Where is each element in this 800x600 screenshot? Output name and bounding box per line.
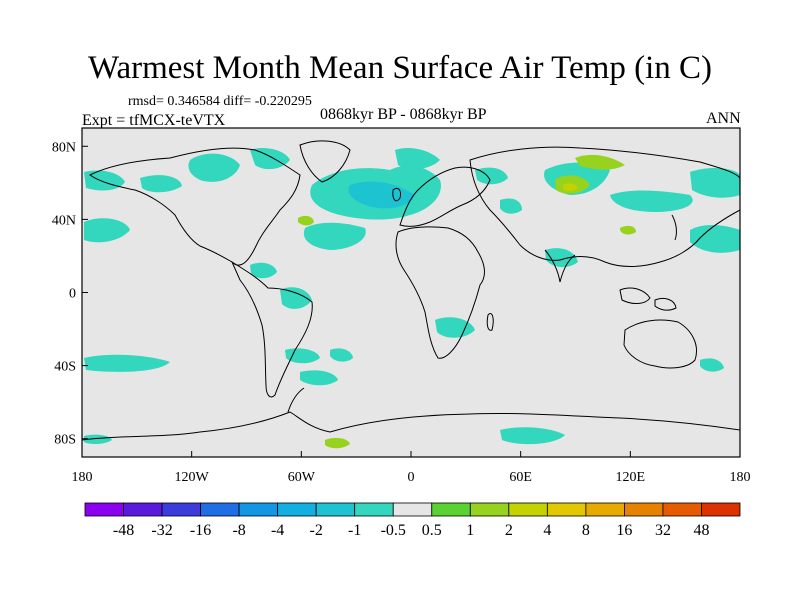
colorbar-swatch: [277, 502, 317, 517]
y-tick-label: 80N: [52, 140, 76, 155]
coastlines: [82, 140, 740, 457]
colorbar-label: 48: [693, 522, 709, 539]
y-tick-label: 40N: [52, 213, 76, 228]
colorbar-label: -2: [310, 522, 323, 539]
x-axis: 180 120W 60W 0 60E 120E 180: [72, 451, 751, 485]
colorbar-swatch: [84, 502, 124, 517]
y-axis: 80N 40N 0 40S 80S: [52, 140, 88, 448]
y-tick-label: 0: [69, 287, 76, 302]
colorbar-swatch: [123, 502, 163, 517]
x-tick-label: 180: [72, 470, 93, 485]
x-tick-label: 120E: [616, 470, 646, 485]
anomaly-shading: [84, 148, 740, 449]
colorbar-label: 8: [582, 522, 590, 539]
y-tick-label: 40S: [54, 360, 76, 375]
colorbar-swatch: [662, 502, 702, 517]
colorbar-label: -8: [232, 522, 245, 539]
colorbar-label: 32: [655, 522, 671, 539]
x-tick-label: 180: [730, 470, 751, 485]
colorbar-label: -16: [190, 522, 211, 539]
stats-text: rmsd= 0.346584 diff= -0.220295: [128, 94, 312, 109]
x-tick-label: 120W: [175, 470, 210, 485]
colorbar-swatch: [238, 502, 279, 517]
season-label: ANN: [706, 110, 741, 127]
colorbar-label: 16: [616, 522, 632, 539]
colorbar-swatch: [508, 502, 548, 517]
colorbar-swatch: [624, 502, 664, 517]
colorbar-label: -0.5: [381, 522, 406, 539]
colorbar-label: 1: [466, 522, 474, 539]
colorbar-label: -32: [151, 522, 172, 539]
colorbar-swatch: [354, 502, 394, 517]
colorbar-swatch: [585, 502, 625, 517]
colorbar-label: 2: [505, 522, 513, 539]
colorbar-swatch: [701, 502, 741, 517]
colorbar-label: 4: [543, 522, 551, 539]
colorbar: -48 -32 -16 -8 -4 -2 -1 -0.5 0.5 1 2 4 8 16 32 48: [84, 502, 741, 539]
colorbar-swatch: [431, 502, 471, 517]
colorbar-label: -48: [113, 522, 134, 539]
colorbar-swatch: [200, 502, 240, 517]
map-title: Warmest Month Mean Surface Air Temp (in …: [87, 50, 713, 86]
colorbar-swatch: [469, 502, 510, 517]
colorbar-swatch: [161, 502, 201, 517]
y-tick-label: 80S: [54, 433, 76, 448]
colorbar-swatch: [392, 502, 433, 517]
colorbar-label: -1: [348, 522, 361, 539]
colorbar-label: 0.5: [422, 522, 442, 539]
experiment-label: Expt = tfMCX-teVTX: [82, 112, 226, 129]
x-tick-label: 0: [408, 470, 415, 485]
x-tick-label: 60E: [509, 470, 532, 485]
colorbar-swatch: [315, 502, 356, 517]
x-tick-label: 60W: [288, 470, 316, 485]
colorbar-swatch: [546, 502, 587, 517]
colorbar-label: -4: [271, 522, 284, 539]
period-label: 0868kyr BP - 0868kyr BP: [320, 106, 487, 123]
